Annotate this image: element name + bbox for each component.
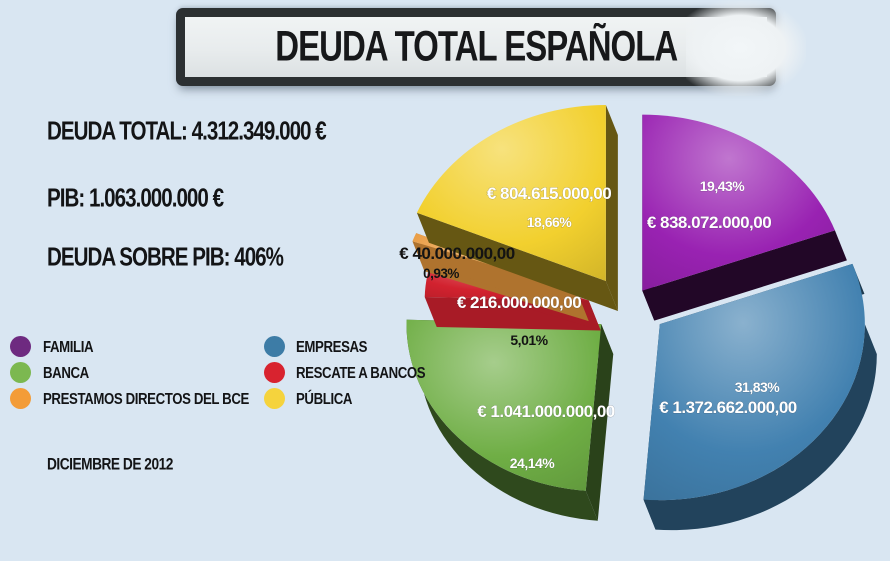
legend-label-empresas: EMPRESAS bbox=[296, 337, 368, 355]
legend-item-prestamos-bce: PRESTAMOS DIRECTOS DEL BCE bbox=[10, 387, 253, 409]
slice-label-value: € 804.615.000,00 bbox=[487, 184, 611, 203]
page-title: DEUDA TOTAL ESPAÑOLA bbox=[274, 22, 678, 71]
pie-slice-pública bbox=[416, 105, 618, 312]
slice-label-value: € 838.072.000,00 bbox=[647, 213, 771, 232]
stat-deuda-total: DEUDA TOTAL: 4.312.349.000 € bbox=[47, 117, 327, 146]
slice-label-pct: 0,93% bbox=[423, 266, 459, 281]
pie-slice-empresas bbox=[643, 263, 877, 531]
legend-label-prestamos-bce: PRESTAMOS DIRECTOS DEL BCE bbox=[43, 389, 249, 407]
slice-label-value: € 40.000.000,00 bbox=[399, 244, 514, 263]
slice-label-value: € 1.041.000.000,00 bbox=[477, 402, 615, 421]
legend-label-banca: BANCA bbox=[43, 363, 89, 381]
legend-dot-prestamos-bce bbox=[10, 387, 31, 409]
legend-label-familia: FAMILIA bbox=[43, 337, 94, 355]
title-banner: DEUDA TOTAL ESPAÑOLA bbox=[176, 0, 806, 96]
legend-item-rescate-bancos: RESCATE A BANCOS bbox=[264, 361, 428, 383]
pie-slice-familia bbox=[642, 114, 847, 321]
legend-item-familia: FAMILIA bbox=[10, 335, 94, 357]
legend-dot-publica bbox=[264, 387, 285, 409]
slice-label-pct: 24,14% bbox=[510, 455, 556, 471]
title-banner-paper: DEUDA TOTAL ESPAÑOLA bbox=[185, 17, 767, 77]
legend-item-publica: PÚBLICA bbox=[264, 387, 353, 409]
slice-label-pct: 19,43% bbox=[700, 178, 746, 194]
legend-dot-banca bbox=[10, 361, 31, 383]
slice-label-pct: 18,66% bbox=[527, 214, 573, 230]
legend-dot-empresas bbox=[264, 335, 285, 357]
stat-pib: PIB: 1.063.000.000 € bbox=[47, 184, 224, 213]
slice-label-pct: 5,01% bbox=[510, 332, 548, 348]
date-label: DICIEMBRE DE 2012 bbox=[47, 454, 173, 474]
legend-label-rescate-bancos: RESCATE A BANCOS bbox=[296, 363, 426, 381]
legend-label-publica: PÚBLICA bbox=[296, 389, 353, 407]
stat-deuda-sobre-pib: DEUDA SOBRE PIB: 406% bbox=[47, 243, 284, 272]
slice-label-value: € 1.372.662.000,00 bbox=[659, 398, 797, 417]
legend-dot-rescate-bancos bbox=[264, 361, 285, 383]
slice-label-value: € 216.000.000,00 bbox=[457, 293, 581, 312]
legend-item-empresas: EMPRESAS bbox=[264, 335, 369, 357]
slice-label-pct: 31,83% bbox=[735, 379, 781, 395]
legend-item-banca: BANCA bbox=[10, 361, 90, 383]
legend-dot-familia bbox=[10, 335, 31, 357]
